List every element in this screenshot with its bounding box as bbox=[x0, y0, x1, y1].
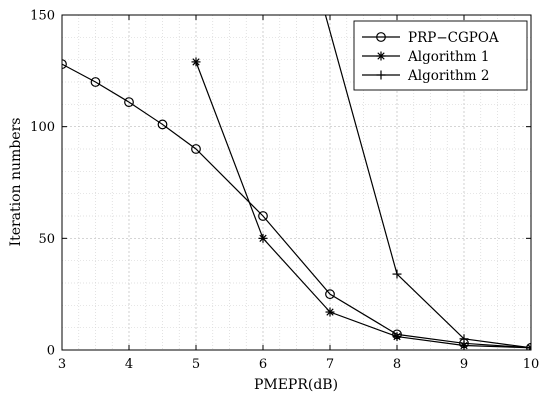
x-axis-title: PMEPR(dB) bbox=[254, 377, 338, 393]
x-tick-label: 4 bbox=[125, 357, 133, 372]
legend-label-1: PRP−CGPOA bbox=[408, 30, 499, 46]
data-point-series-1 bbox=[124, 97, 134, 107]
y-tick-label: 100 bbox=[30, 120, 55, 135]
legend: PRP−CGPOA Algorithm 1 Algorithm 2 bbox=[353, 20, 528, 91]
data-point-series-3 bbox=[526, 343, 531, 350]
legend-marker-3 bbox=[376, 70, 386, 80]
y-axis-title: Iteration numbers bbox=[8, 118, 24, 247]
data-point-series-1 bbox=[157, 119, 168, 130]
x-tick-label: 5 bbox=[192, 357, 200, 372]
series-line-1 bbox=[62, 63, 531, 349]
data-point-series-2 bbox=[392, 332, 402, 342]
data-point-series-2 bbox=[258, 233, 268, 243]
legend-marker-2 bbox=[376, 51, 386, 61]
legend-label-3: Algorithm 2 bbox=[407, 68, 489, 84]
data-point-series-2 bbox=[325, 307, 335, 317]
legend-entry-1: PRP−CGPOA bbox=[362, 30, 499, 46]
series-line-3 bbox=[324, 15, 531, 349]
series-line-2 bbox=[195, 61, 531, 349]
y-tick-label: 150 bbox=[30, 9, 55, 24]
legend-marker-1 bbox=[376, 32, 386, 42]
grid bbox=[61, 14, 532, 351]
data-point-series-3 bbox=[392, 269, 402, 279]
x-tick-label: 10 bbox=[523, 357, 540, 372]
plot-frame bbox=[61, 14, 532, 351]
x-tick-label: 8 bbox=[393, 357, 401, 372]
y-tick-label: 0 bbox=[47, 344, 55, 359]
data-point-series-1 bbox=[258, 211, 268, 221]
legend-label-2: Algorithm 1 bbox=[407, 49, 489, 65]
legend-entry-2: Algorithm 1 bbox=[362, 49, 489, 65]
series-layer bbox=[62, 15, 531, 350]
x-tick-label: 3 bbox=[58, 357, 66, 372]
x-tick-label: 9 bbox=[460, 357, 468, 372]
y-tick-label: 50 bbox=[38, 232, 55, 247]
data-point-series-1 bbox=[90, 77, 101, 87]
data-point-series-2 bbox=[191, 57, 201, 67]
x-tick-label: 6 bbox=[259, 357, 267, 372]
x-tick-label: 7 bbox=[326, 357, 334, 372]
legend-entry-3: Algorithm 2 bbox=[362, 68, 489, 84]
data-point-series-1 bbox=[191, 144, 201, 154]
data-point-series-1 bbox=[325, 289, 335, 300]
data-point-series-3 bbox=[459, 334, 469, 344]
